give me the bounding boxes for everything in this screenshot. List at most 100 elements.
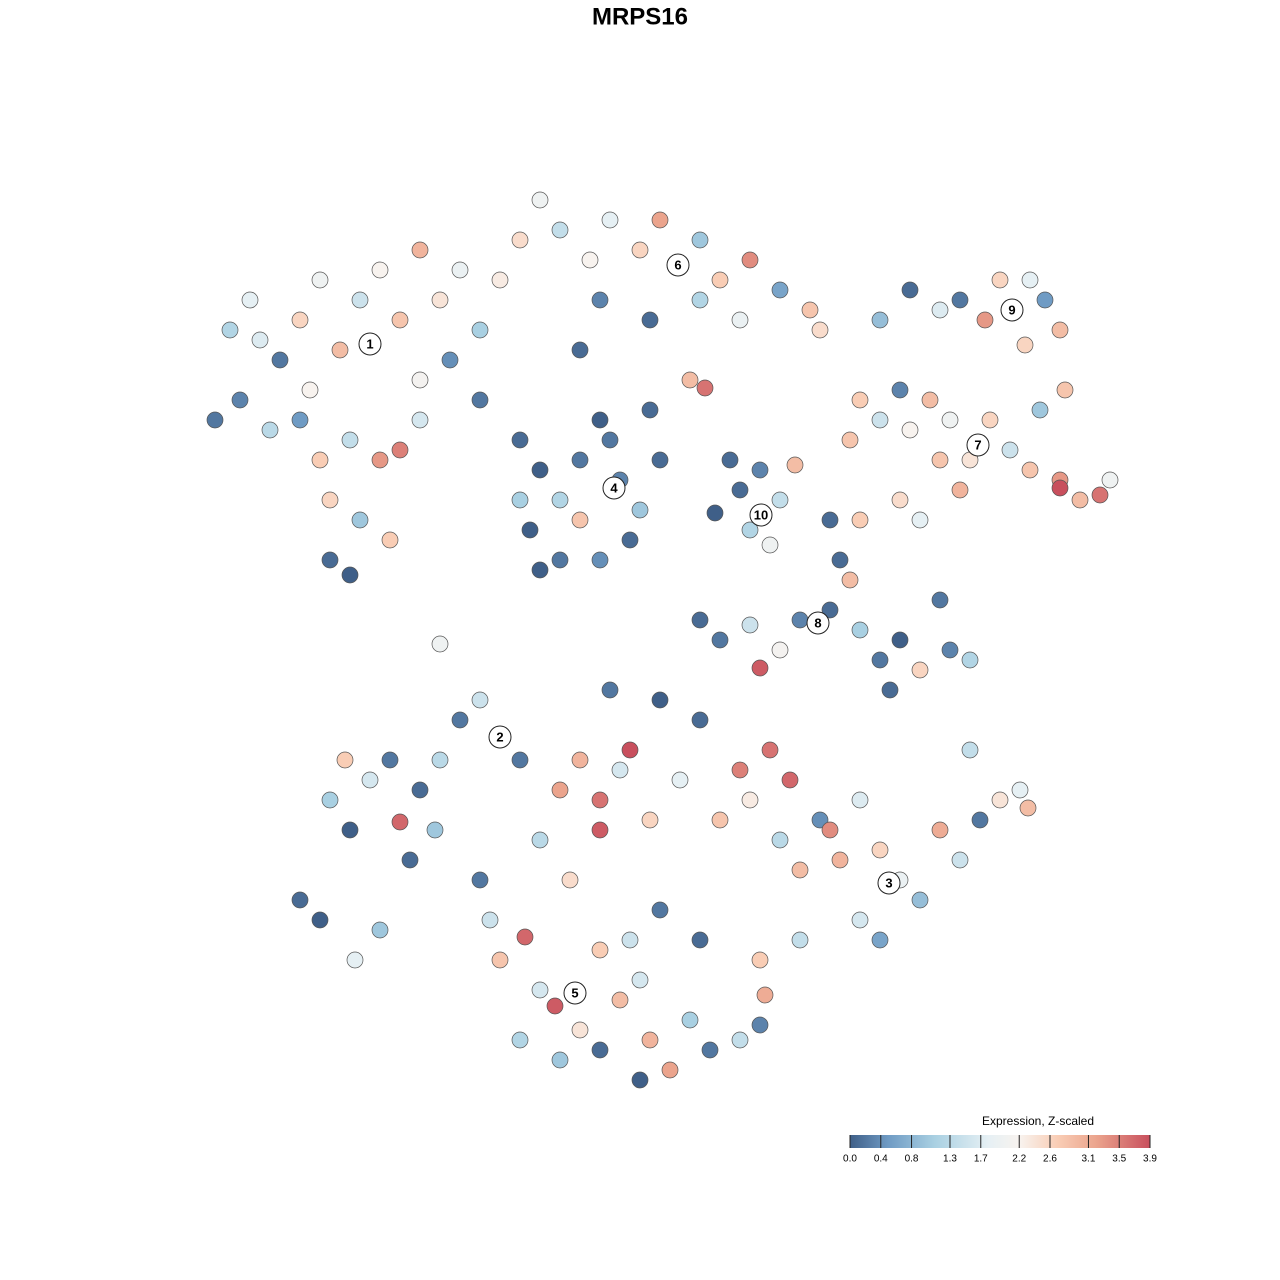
point — [1056, 381, 1074, 399]
cluster-label-bg — [877, 871, 901, 895]
point — [601, 431, 619, 449]
point — [821, 821, 839, 839]
point — [651, 691, 669, 709]
point — [581, 251, 599, 269]
point — [671, 771, 689, 789]
point — [571, 1021, 589, 1039]
point — [411, 241, 429, 259]
point — [371, 921, 389, 939]
point — [651, 211, 669, 229]
point — [411, 371, 429, 389]
point — [621, 741, 639, 759]
point — [321, 791, 339, 809]
point — [341, 431, 359, 449]
point — [271, 351, 289, 369]
point — [691, 231, 709, 249]
point — [931, 451, 949, 469]
point — [631, 971, 649, 989]
point — [771, 281, 789, 299]
point — [231, 391, 249, 409]
point — [901, 281, 919, 299]
point — [1036, 291, 1054, 309]
point — [471, 691, 489, 709]
point — [1001, 441, 1019, 459]
point — [1101, 471, 1119, 489]
point — [371, 451, 389, 469]
point — [681, 371, 699, 389]
point — [571, 511, 589, 529]
point — [261, 421, 279, 439]
point — [291, 411, 309, 429]
point — [831, 851, 849, 869]
cluster-label: 5 — [571, 985, 578, 1000]
point — [706, 504, 724, 522]
cluster-label-bg — [563, 981, 587, 1005]
colorbar-tick-label: 2.6 — [1043, 1154, 1057, 1165]
point — [1019, 799, 1037, 817]
point — [346, 951, 364, 969]
cluster-label-bg — [966, 433, 990, 457]
point — [871, 651, 889, 669]
point — [471, 391, 489, 409]
point — [641, 1031, 659, 1049]
point — [1071, 491, 1089, 509]
point — [711, 271, 729, 289]
point — [871, 311, 889, 329]
point — [891, 381, 909, 399]
point — [591, 791, 609, 809]
point — [681, 1011, 699, 1029]
point — [751, 659, 769, 677]
colorbar-tick-label: 0.8 — [905, 1154, 919, 1165]
point — [631, 1071, 649, 1089]
cluster-label: 7 — [974, 437, 981, 452]
point — [431, 635, 449, 653]
point — [341, 821, 359, 839]
point — [881, 681, 899, 699]
cluster-label: 8 — [814, 615, 821, 630]
point — [451, 711, 469, 729]
point — [591, 821, 609, 839]
point — [601, 681, 619, 699]
point — [891, 631, 909, 649]
point — [1031, 401, 1049, 419]
point — [1051, 479, 1069, 497]
point — [696, 379, 714, 397]
point — [891, 491, 909, 509]
point — [641, 311, 659, 329]
point — [546, 997, 564, 1015]
point — [621, 531, 639, 549]
point — [411, 411, 429, 429]
point — [551, 491, 569, 509]
point — [631, 241, 649, 259]
point — [711, 811, 729, 829]
cluster-label: 10 — [754, 507, 768, 522]
point — [761, 741, 779, 759]
point — [851, 391, 869, 409]
point — [481, 911, 499, 929]
point — [331, 341, 349, 359]
point — [531, 191, 549, 209]
point — [631, 501, 649, 519]
point — [761, 536, 779, 554]
point — [511, 1031, 529, 1049]
point — [531, 561, 549, 579]
point — [781, 771, 799, 789]
point — [591, 941, 609, 959]
point — [756, 986, 774, 1004]
point — [471, 871, 489, 889]
cluster-label: 1 — [366, 336, 373, 351]
point — [311, 911, 329, 929]
point — [971, 811, 989, 829]
point — [591, 1041, 609, 1059]
chart-title: MRPS16 — [592, 3, 688, 30]
point — [516, 928, 534, 946]
point — [941, 641, 959, 659]
point — [221, 321, 239, 339]
point — [1021, 271, 1039, 289]
point — [751, 1016, 769, 1034]
point — [821, 511, 839, 529]
point — [591, 291, 609, 309]
point — [731, 481, 749, 499]
point — [491, 271, 509, 289]
point — [371, 261, 389, 279]
